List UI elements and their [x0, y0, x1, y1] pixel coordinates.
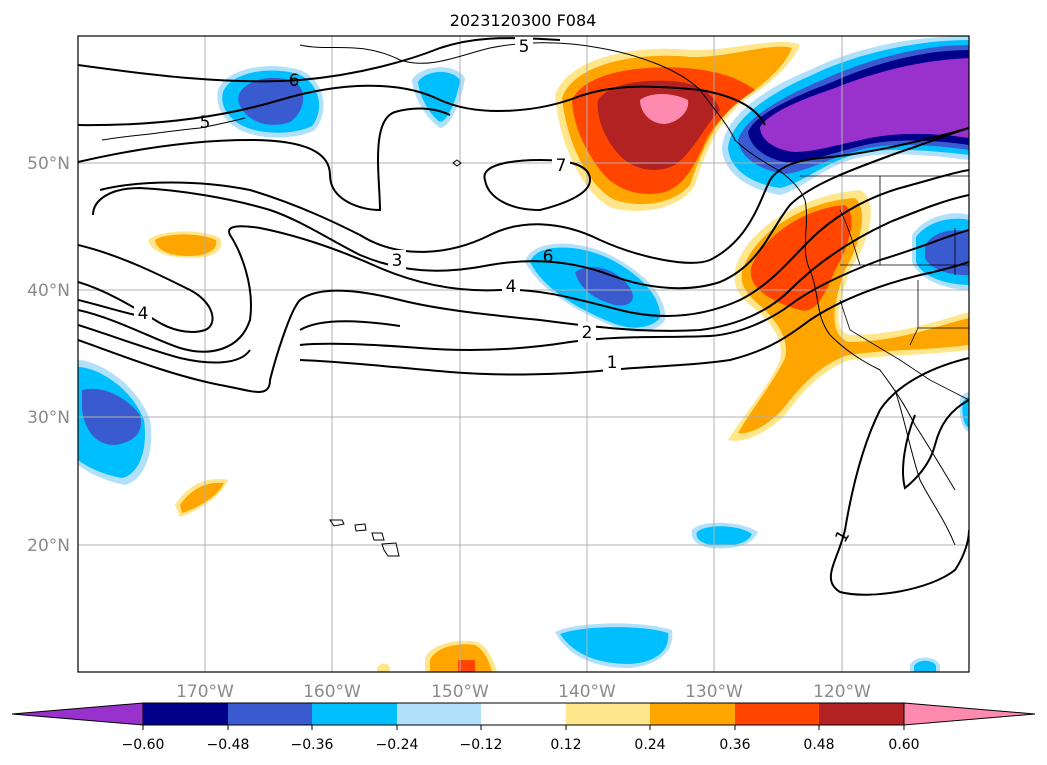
contour-line — [829, 357, 969, 596]
contour-label: 4 — [506, 277, 517, 297]
coastlines — [101, 42, 956, 557]
colorbar-label: 0.36 — [719, 737, 750, 753]
colorbar-label: 0.24 — [634, 737, 665, 753]
colorbar-segment — [819, 703, 904, 725]
colorbar-segment — [566, 703, 650, 725]
colorbar-segment — [143, 703, 228, 725]
contour-line — [78, 244, 214, 333]
colorbar-extend-low — [11, 702, 144, 726]
colorbar: −0.60 −0.48 −0.36 −0.24 −0.12 0.12 0.24 … — [11, 702, 1036, 753]
lon-label: 120°W — [813, 682, 871, 702]
contour-line — [78, 84, 766, 127]
contour-label: 4 — [138, 304, 149, 324]
colorbar-label: −0.12 — [460, 737, 503, 753]
lon-label: 130°W — [685, 682, 743, 702]
colorbar-segment — [650, 703, 735, 725]
lat-label: 40°N — [27, 281, 70, 301]
colorbar-extend-high — [903, 702, 1036, 726]
contour-line — [78, 37, 561, 83]
colorbar-label: 0.12 — [550, 737, 581, 753]
contour-label: 1 — [607, 353, 618, 373]
colorbar-label: −0.60 — [122, 737, 165, 753]
shaded-field — [78, 36, 969, 672]
contour-label: 2 — [582, 323, 593, 343]
colorbar-label: −0.24 — [376, 737, 419, 753]
colorbar-ticks — [142, 725, 905, 730]
contour-label: 7 — [556, 156, 567, 176]
map-panel: 5 6 5 7 3 4 6 4 2 1 1 — [77, 35, 970, 673]
contour-lines — [78, 37, 969, 596]
lat-label: 30°N — [27, 408, 70, 428]
lat-label: 20°N — [27, 536, 70, 556]
contour-label: 5 — [200, 113, 211, 133]
map-title: 2023120300 F084 — [450, 11, 597, 30]
contour-label: 5 — [519, 37, 530, 57]
longitude-labels: 170°W 160°W 150°W 140°W 130°W 120°W — [176, 682, 871, 702]
colorbar-label: 0.60 — [888, 737, 919, 753]
map-frame — [77, 35, 970, 673]
lon-label: 140°W — [558, 682, 616, 702]
colorbar-segment — [735, 703, 819, 725]
colorbar-label: −0.48 — [207, 737, 250, 753]
contour-label: 3 — [392, 251, 403, 271]
contour-label: 6 — [289, 71, 300, 91]
lon-label: 150°W — [431, 682, 489, 702]
colorbar-label: 0.48 — [803, 737, 834, 753]
colorbar-segment — [481, 703, 566, 725]
lon-label: 170°W — [176, 682, 234, 702]
lon-label: 160°W — [303, 682, 361, 702]
colorbar-segment — [397, 703, 481, 725]
colorbar-segment — [312, 703, 397, 725]
colorbar-label: −0.36 — [291, 737, 334, 753]
colorbar-segment — [228, 703, 312, 725]
latitude-labels: 50°N 40°N 30°N 20°N — [27, 154, 70, 556]
contour-label: 1 — [831, 527, 854, 546]
lat-label: 50°N — [27, 154, 70, 174]
contour-label: 6 — [543, 247, 554, 267]
